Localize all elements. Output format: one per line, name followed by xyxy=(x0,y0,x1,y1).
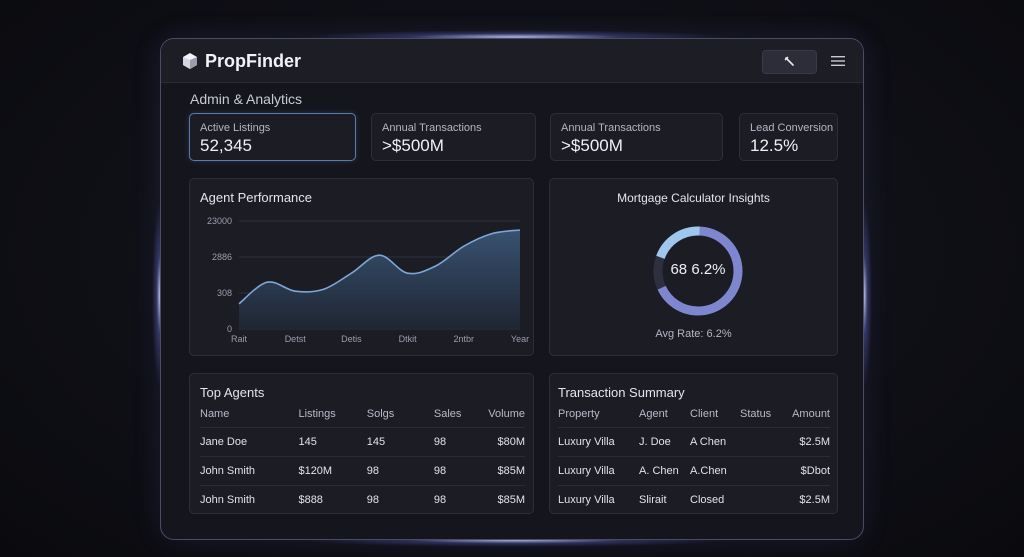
table-cell: Closed xyxy=(690,484,740,514)
table-cell: 145 xyxy=(298,426,367,456)
table-cell: 98 xyxy=(433,426,489,456)
x-tick-label: Detis xyxy=(341,334,362,344)
table-cell: 98 xyxy=(366,455,434,485)
stat-value: 52,345 xyxy=(200,136,252,155)
menu-button[interactable] xyxy=(829,52,847,70)
table-cell: $80M xyxy=(488,426,525,456)
table-cell xyxy=(740,455,785,485)
table-cell: $888 xyxy=(298,484,367,514)
app-brand: PropFinder xyxy=(205,51,302,71)
x-tick-label: Year xyxy=(511,334,529,344)
table-row[interactable]: John Smith $120M 98 98 $85M xyxy=(200,455,525,485)
mortgage-donut-chart xyxy=(653,226,743,316)
column-header[interactable]: Agent xyxy=(639,407,668,420)
table-row[interactable]: Luxury Villa J. Doe A Chen $2.5M xyxy=(558,426,830,456)
agent-performance-title: Agent Performance xyxy=(200,190,313,205)
tool-button[interactable] xyxy=(762,50,817,74)
x-tick-label: Dtkit xyxy=(399,334,417,344)
y-tick-label: 308 xyxy=(217,288,232,298)
transaction-summary-table: Property Agent Client Status Amount Luxu… xyxy=(558,401,830,514)
table-cell: $85M xyxy=(488,455,525,485)
stat-card-annual-transactions[interactable]: Annual Transactions >$500M xyxy=(371,113,536,161)
agent-performance-panel: Agent Performance 0 308 2886 23000 Rait Detst… xyxy=(189,178,534,356)
stat-value: >$500M xyxy=(382,136,444,155)
column-header[interactable]: Listings xyxy=(298,407,336,420)
section-title: Admin & Analytics xyxy=(190,91,303,107)
column-header[interactable]: Volume xyxy=(488,407,525,420)
agent-performance-chart: 0 308 2886 23000 Rait Detst Detis Dtkit 2ntbr Yea… xyxy=(207,216,529,344)
table-cell: Slirait xyxy=(639,484,690,514)
stat-card-annual-transactions-2[interactable]: Annual Transactions >$500M xyxy=(550,113,723,161)
table-cell: $2.5M xyxy=(785,426,830,456)
propfinder-logo-icon xyxy=(183,53,197,69)
table-cell xyxy=(740,484,785,514)
table-cell: A Chen xyxy=(690,426,740,456)
stat-card-lead-conversion[interactable]: Lead Conversion 12.5% xyxy=(739,113,838,161)
x-tick-label: Detst xyxy=(285,334,307,344)
x-tick-label: Rait xyxy=(231,334,248,344)
column-header[interactable]: Client xyxy=(690,407,719,420)
table-cell: 98 xyxy=(366,484,434,514)
transaction-summary-panel: Transaction Summary Property Agent Clien… xyxy=(549,373,838,514)
table-row[interactable]: John Smith $888 98 98 $85M xyxy=(200,484,525,514)
column-header[interactable]: Name xyxy=(200,407,230,420)
donut-accent-arc xyxy=(653,226,743,316)
mortgage-center-value: 68 6.2% xyxy=(670,261,726,278)
stat-value: 12.5% xyxy=(750,136,799,155)
table-cell: $2.5M xyxy=(785,484,830,514)
stat-label: Active Listings xyxy=(200,122,271,134)
table-cell xyxy=(740,426,785,456)
column-header[interactable]: Solgs xyxy=(366,407,395,420)
table-cell: A. Chen xyxy=(639,455,690,485)
mortgage-avg-rate: Avg Rate: 6.2% xyxy=(655,328,732,340)
column-header[interactable]: Sales xyxy=(433,407,462,420)
table-cell: J. Doe xyxy=(639,426,690,456)
table-cell: 98 xyxy=(433,484,489,514)
area-fill xyxy=(239,230,520,329)
stat-label: Lead Conversion xyxy=(750,122,834,134)
table-cell: $120M xyxy=(298,455,367,485)
y-tick-label: 23000 xyxy=(207,216,232,226)
wrench-icon xyxy=(784,56,794,66)
app-window: PropFinder Admin & Analytics Active List… xyxy=(160,38,864,540)
table-row[interactable]: Jane Doe 145 145 98 $80M xyxy=(200,426,525,456)
column-header[interactable]: Property xyxy=(558,407,600,420)
table-row[interactable]: Luxury Villa A. Chen A.Chen $Dbot xyxy=(558,455,830,485)
stat-label: Annual Transactions xyxy=(561,122,661,134)
stat-label: Annual Transactions xyxy=(382,122,482,134)
table-cell: John Smith xyxy=(200,455,299,485)
mortgage-panel: Mortgage Calculator Insights 68 6.2% Avg… xyxy=(549,178,838,356)
table-header-row: Property Agent Client Status Amount xyxy=(558,401,830,427)
series-line xyxy=(238,229,521,305)
table-cell: $Dbot xyxy=(785,455,830,485)
table-cell: $85M xyxy=(488,484,525,514)
stat-value: >$500M xyxy=(561,136,623,155)
table-cell: 98 xyxy=(433,455,489,485)
transaction-summary-title: Transaction Summary xyxy=(558,385,685,400)
y-tick-label: 0 xyxy=(227,324,232,334)
y-tick-label: 2886 xyxy=(212,252,232,262)
table-cell: John Smith xyxy=(200,484,299,514)
table-cell: 145 xyxy=(366,426,434,456)
table-cell: Luxury Villa xyxy=(558,426,639,456)
mortgage-title: Mortgage Calculator Insights xyxy=(617,191,770,205)
table-header-row: Name Listings Solgs Sales Volume xyxy=(200,401,525,427)
stat-card-active-listings[interactable]: Active Listings 52,345 xyxy=(189,113,356,161)
title-bar: PropFinder xyxy=(161,39,863,83)
table-cell: Jane Doe xyxy=(200,426,299,456)
top-agents-panel: Top Agents Name Listings Solgs Sales Vol… xyxy=(189,373,534,514)
column-header[interactable]: Amount xyxy=(792,407,830,420)
top-agents-table: Name Listings Solgs Sales Volume Jane Do… xyxy=(200,401,525,514)
table-row[interactable]: Luxury Villa Slirait Closed $2.5M xyxy=(558,484,830,514)
hamburger-menu-icon xyxy=(831,56,845,66)
table-cell: Luxury Villa xyxy=(558,484,639,514)
top-agents-title: Top Agents xyxy=(200,385,265,400)
table-cell: A.Chen xyxy=(690,455,740,485)
column-header[interactable]: Status xyxy=(740,407,772,420)
table-cell: Luxury Villa xyxy=(558,455,639,485)
x-tick-label: 2ntbr xyxy=(454,334,475,344)
